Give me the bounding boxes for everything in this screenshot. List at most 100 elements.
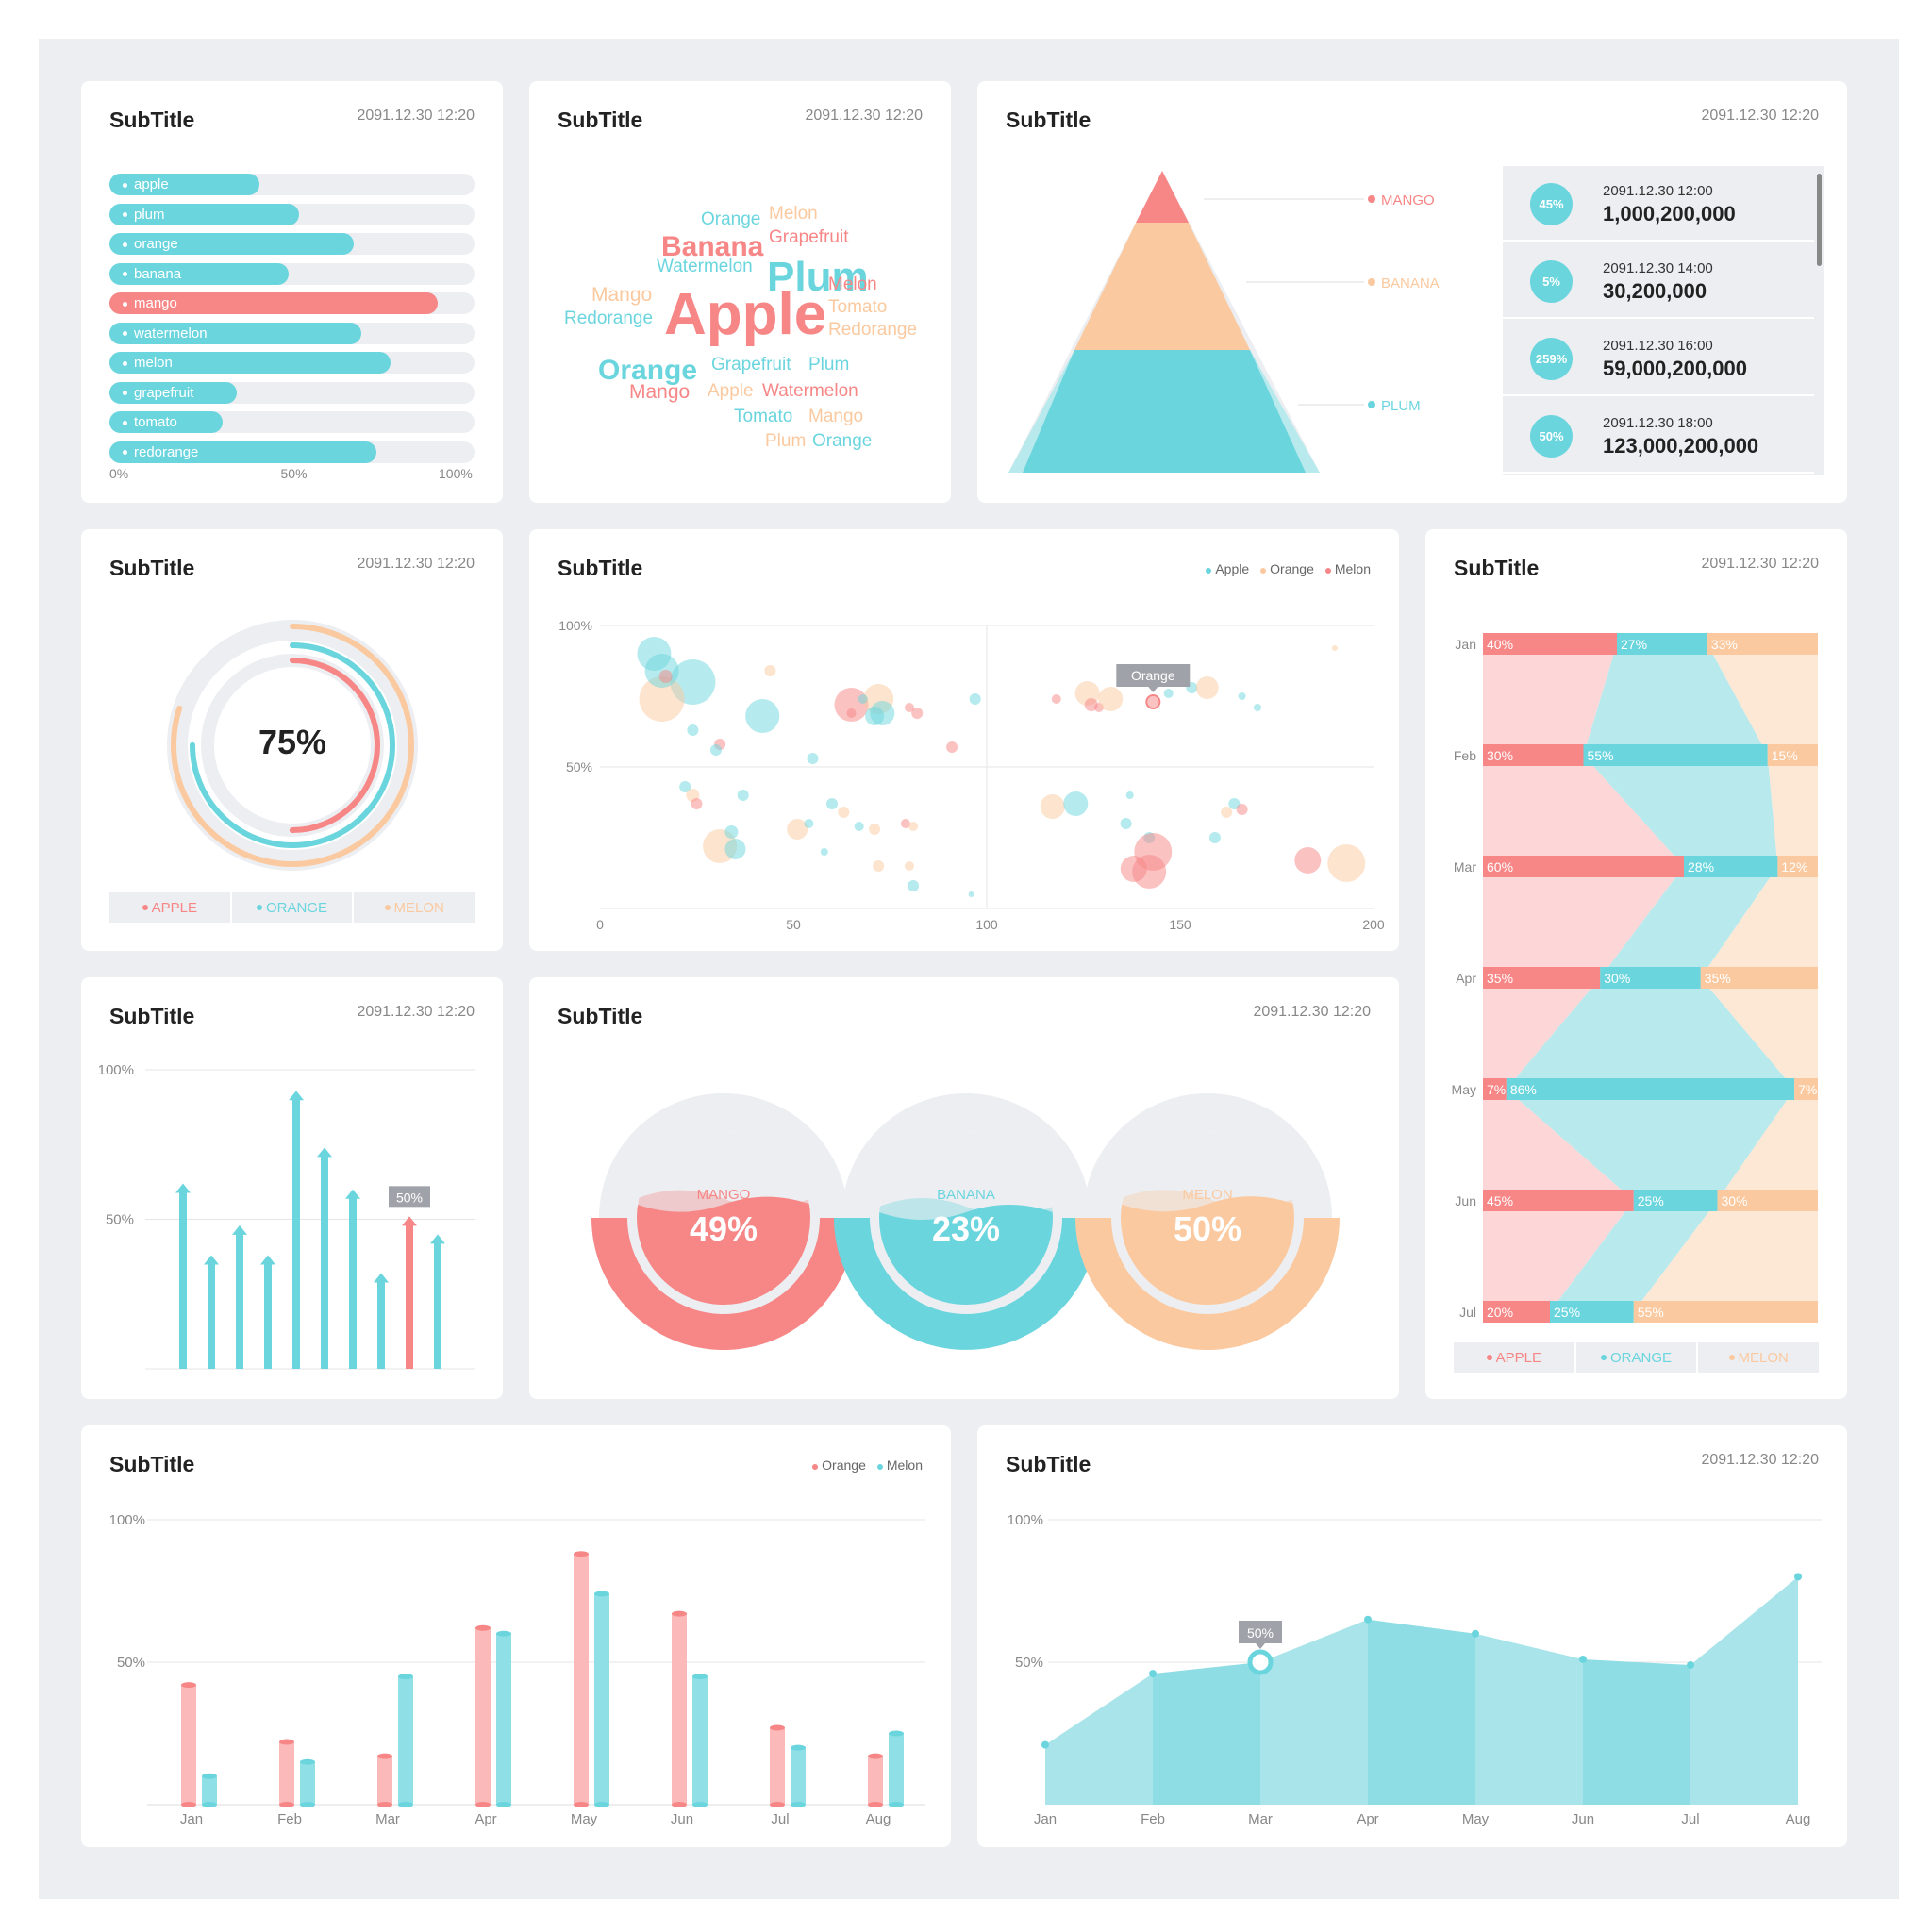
stack-seg-orange[interactable] xyxy=(1550,1301,1634,1323)
bubble-point[interactable] xyxy=(820,848,828,856)
bubble-point[interactable] xyxy=(1254,704,1261,711)
cyl-bar-melon[interactable] xyxy=(398,1676,413,1805)
bubble-point[interactable] xyxy=(946,741,958,753)
area-point[interactable] xyxy=(1149,1670,1157,1678)
stack-seg-apple[interactable] xyxy=(1483,744,1584,766)
arrow-bar[interactable] xyxy=(377,1280,385,1369)
bubble-point[interactable] xyxy=(724,839,746,859)
bubble-point[interactable] xyxy=(908,880,920,891)
bubble-point[interactable] xyxy=(1332,645,1338,651)
list-item[interactable]: 259% 2091.12.30 16:00 59,000,200,000 xyxy=(1503,321,1814,396)
cyl-bar-orange[interactable] xyxy=(574,1554,589,1805)
cyl-bar-orange[interactable] xyxy=(672,1613,687,1805)
arrow-bar[interactable] xyxy=(406,1224,413,1369)
area-point[interactable] xyxy=(1579,1655,1587,1663)
cyl-bar-orange[interactable] xyxy=(770,1727,785,1805)
arrow-bar[interactable] xyxy=(208,1262,215,1369)
bubble-point[interactable] xyxy=(804,819,814,828)
stack-seg-orange[interactable] xyxy=(1617,633,1707,655)
bubble-point[interactable] xyxy=(710,744,722,756)
area-point[interactable] xyxy=(1041,1740,1049,1749)
bubble-point[interactable] xyxy=(1221,807,1233,818)
bubble-point[interactable] xyxy=(687,724,699,736)
cyl-bar-melon[interactable] xyxy=(496,1633,511,1805)
arrow-bar[interactable] xyxy=(236,1232,243,1369)
list-item[interactable]: 5% 2091.12.30 14:00 30,200,000 xyxy=(1503,243,1814,319)
bubble-point[interactable] xyxy=(737,790,749,801)
stack-seg-melon[interactable] xyxy=(1777,856,1818,877)
cyl-bar-orange[interactable] xyxy=(868,1756,883,1805)
bubble-point[interactable] xyxy=(724,825,739,839)
arrow-bar[interactable] xyxy=(264,1262,272,1369)
arrow-bar[interactable] xyxy=(349,1196,357,1369)
arrow-bar[interactable] xyxy=(292,1098,300,1369)
bubble-point[interactable] xyxy=(745,699,780,733)
bubble-point[interactable] xyxy=(1208,832,1221,843)
area-point[interactable] xyxy=(1472,1629,1479,1638)
scrollbar[interactable] xyxy=(1817,174,1822,266)
bubble-point[interactable] xyxy=(854,822,864,831)
bubble-point[interactable] xyxy=(905,861,914,871)
cyl-bar-orange[interactable] xyxy=(181,1685,196,1805)
stack-seg-apple[interactable] xyxy=(1483,856,1684,877)
stack-seg-orange[interactable] xyxy=(1506,1078,1795,1100)
bubble-point[interactable] xyxy=(1163,689,1174,698)
bubble-point[interactable] xyxy=(870,701,895,725)
cyl-bar-melon[interactable] xyxy=(791,1747,806,1805)
bubble-point[interactable] xyxy=(873,860,885,872)
list-item[interactable]: 45% 2091.12.30 12:00 1,000,200,000 xyxy=(1503,166,1814,242)
bubble-point[interactable] xyxy=(869,824,881,835)
bubble-point[interactable] xyxy=(1098,687,1124,711)
area-point[interactable] xyxy=(1794,1573,1802,1581)
list-item[interactable]: 50% 2091.12.30 18:00 123,000,200,000 xyxy=(1503,398,1814,474)
bubble-point[interactable] xyxy=(969,693,981,705)
bubble-point[interactable] xyxy=(787,819,808,840)
bubble-point[interactable] xyxy=(911,708,924,719)
cyl-bar-melon[interactable] xyxy=(692,1676,708,1805)
cyl-bar-melon[interactable] xyxy=(889,1733,904,1806)
bubble-point[interactable] xyxy=(826,798,838,809)
stack-seg-orange[interactable] xyxy=(1684,856,1778,877)
bubble-point[interactable] xyxy=(807,753,819,764)
bubble-point[interactable] xyxy=(968,891,974,897)
stack-seg-melon[interactable] xyxy=(1707,633,1818,655)
cyl-bar-melon[interactable] xyxy=(594,1593,609,1805)
stack-seg-melon[interactable] xyxy=(1794,1078,1818,1100)
stack-seg-orange[interactable] xyxy=(1633,1190,1718,1211)
arrow-bar[interactable] xyxy=(321,1155,328,1369)
stack-seg-orange[interactable] xyxy=(1583,744,1768,766)
bubble-point[interactable] xyxy=(639,676,685,722)
bubble-point[interactable] xyxy=(858,694,868,704)
stack-seg-apple[interactable] xyxy=(1483,1078,1507,1100)
bubble-point[interactable] xyxy=(838,807,850,818)
bubble-point[interactable] xyxy=(1063,791,1089,816)
cyl-bar-orange[interactable] xyxy=(475,1627,491,1805)
stack-seg-apple[interactable] xyxy=(1483,633,1617,655)
stack-seg-apple[interactable] xyxy=(1483,1301,1550,1323)
cyl-bar-melon[interactable] xyxy=(202,1775,217,1805)
bubble-point[interactable] xyxy=(764,665,776,676)
bubble-point[interactable] xyxy=(1125,791,1134,799)
bubble-point[interactable] xyxy=(691,798,703,809)
stack-seg-melon[interactable] xyxy=(1767,744,1818,766)
area-point[interactable] xyxy=(1364,1615,1372,1624)
bubble-point[interactable] xyxy=(679,781,691,792)
stack-seg-melon[interactable] xyxy=(1633,1301,1818,1323)
bubble-point[interactable] xyxy=(1228,798,1241,809)
bubble-point[interactable] xyxy=(1147,696,1159,708)
bubble-point[interactable] xyxy=(1236,804,1248,815)
bubble-point[interactable] xyxy=(658,670,673,683)
bubble-point[interactable] xyxy=(846,708,857,718)
cyl-bar-orange[interactable] xyxy=(279,1741,294,1805)
cyl-bar-melon[interactable] xyxy=(300,1761,315,1805)
arrow-bar[interactable] xyxy=(179,1191,187,1369)
value-list[interactable]: 45% 2091.12.30 12:00 1,000,200,000 5% 2091.1… xyxy=(1503,166,1824,475)
bubble-point[interactable] xyxy=(1238,692,1246,700)
area-point[interactable] xyxy=(1687,1661,1694,1670)
stack-seg-apple[interactable] xyxy=(1483,967,1601,989)
stack-seg-orange[interactable] xyxy=(1600,967,1701,989)
bubble-point[interactable] xyxy=(1051,694,1061,704)
bubble-point[interactable] xyxy=(1040,794,1065,819)
bubble-point[interactable] xyxy=(1294,847,1322,874)
bubble-point[interactable] xyxy=(1132,855,1167,889)
